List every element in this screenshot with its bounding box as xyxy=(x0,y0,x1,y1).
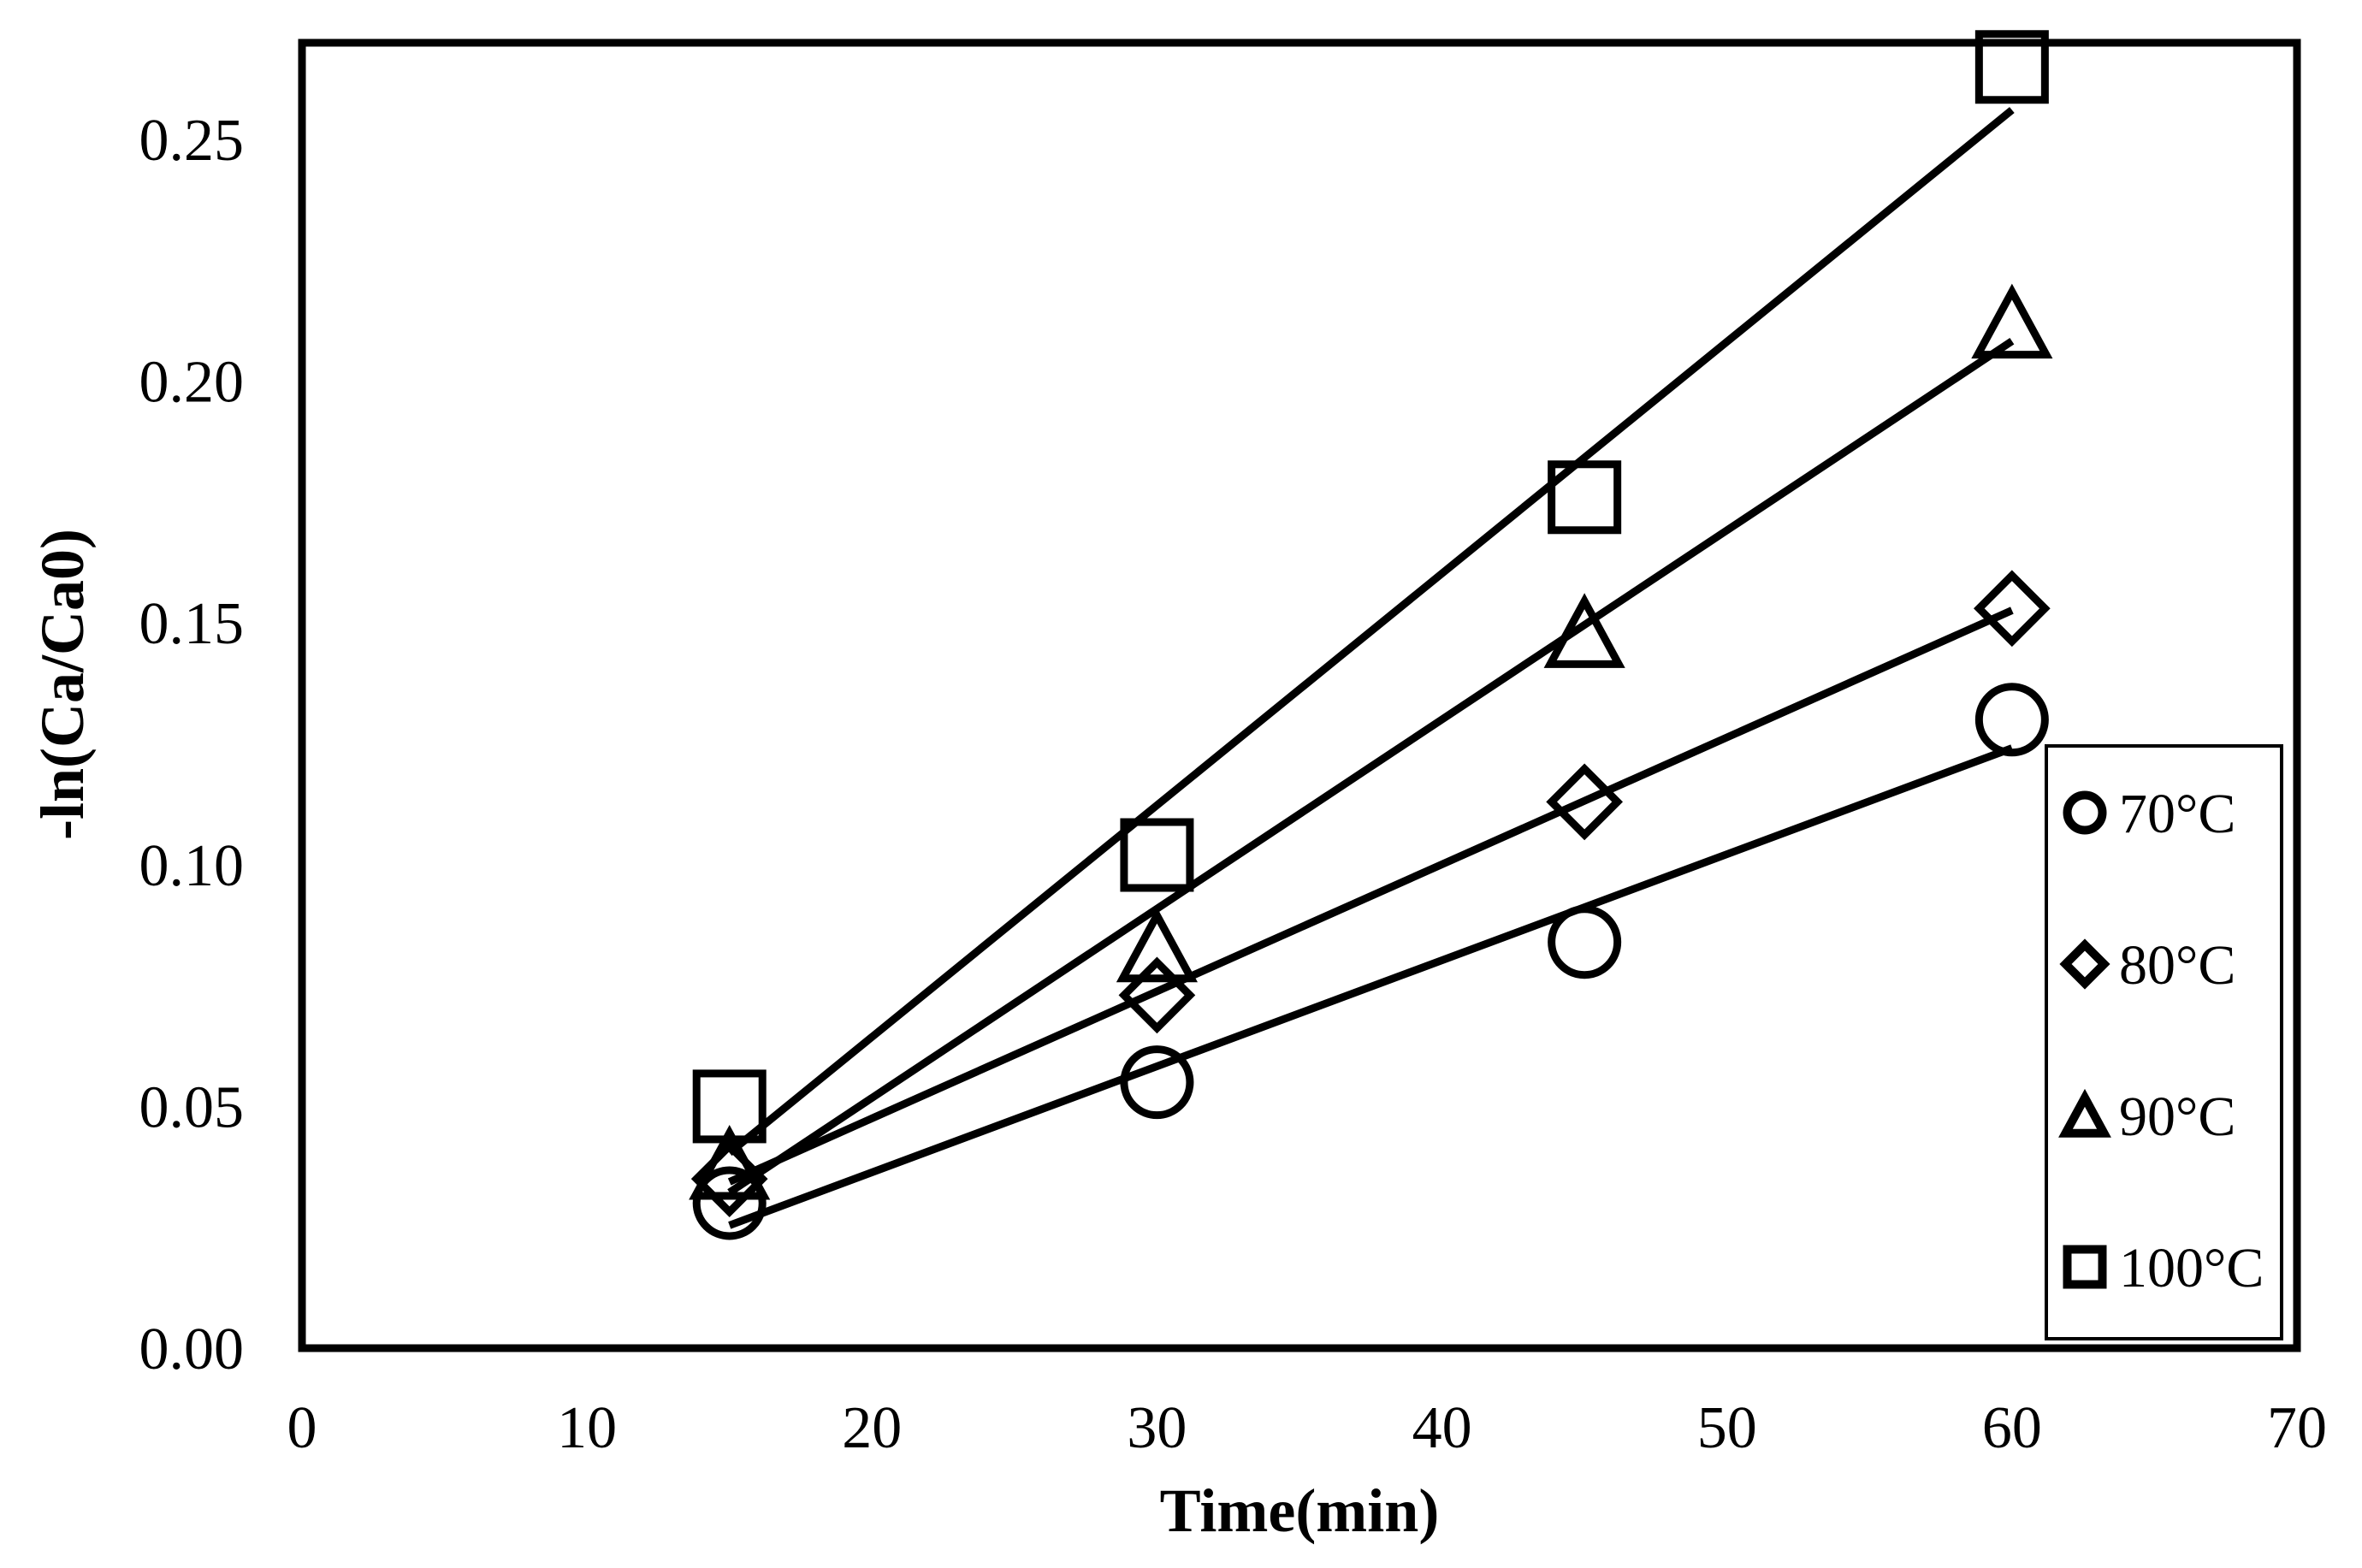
datapoint-square-marker xyxy=(1120,818,1194,892)
legend-entries: 70°C 80°C 90°C 100°C xyxy=(2058,783,2264,1299)
y-axis-title: -ln(Ca/Ca0) xyxy=(28,529,97,840)
datapoint-triangle-marker xyxy=(1116,907,1198,983)
y-tick-label: 0.15 xyxy=(139,591,245,657)
x-tick-label: 10 xyxy=(557,1395,617,1461)
x-tick-label: 20 xyxy=(842,1395,902,1461)
y-tick-label: 0.20 xyxy=(139,350,245,416)
markers-group xyxy=(689,30,2053,1240)
legend-triangle-marker xyxy=(2058,1088,2111,1138)
datapoint-diamond-marker xyxy=(1118,956,1196,1034)
trendline-triangle xyxy=(727,337,2015,1196)
y-axis-tick-labels: 0.00 0.05 0.10 0.15 0.20 0.25 xyxy=(139,108,245,1382)
legend-diamond-marker xyxy=(2059,938,2110,990)
x-tick-label: 50 xyxy=(1697,1395,1757,1461)
legend-label: 90°C xyxy=(2119,1086,2235,1148)
trendline-diamond xyxy=(727,606,2014,1186)
legend-label: 80°C xyxy=(2119,934,2235,997)
trendlines-group xyxy=(726,107,2015,1229)
datapoint-square-marker xyxy=(692,1069,767,1144)
datapoint-circle-marker xyxy=(1120,1045,1194,1120)
datapoint-circle-marker xyxy=(1548,905,1622,979)
legend-square-marker xyxy=(2063,1245,2107,1289)
x-axis-title: Time(min) xyxy=(1160,1476,1440,1545)
legend-label: 70°C xyxy=(2119,783,2235,845)
legend-label: 100°C xyxy=(2119,1237,2264,1299)
x-axis-tick-labels: 0 10 20 30 40 50 60 70 xyxy=(287,1395,2328,1461)
datapoint-square-marker xyxy=(1974,30,2049,104)
x-tick-label: 70 xyxy=(2267,1395,2327,1461)
datapoint-triangle-marker xyxy=(689,1125,771,1200)
y-tick-label: 0.10 xyxy=(139,833,245,899)
y-tick-label: 0.25 xyxy=(139,108,245,174)
datapoint-diamond-marker xyxy=(1973,570,2051,648)
trendline-square xyxy=(726,107,2015,1157)
y-tick-label: 0.05 xyxy=(139,1074,245,1140)
trendline-circle xyxy=(728,744,2014,1229)
x-tick-label: 0 xyxy=(287,1395,317,1461)
x-tick-label: 40 xyxy=(1412,1395,1472,1461)
datapoint-triangle-marker xyxy=(1971,283,2053,359)
datapoint-triangle-marker xyxy=(1543,593,1625,668)
x-tick-label: 60 xyxy=(1982,1395,2042,1461)
legend-circle-marker xyxy=(2063,790,2107,835)
datapoint-circle-marker xyxy=(1974,683,2049,757)
plot-area-border xyxy=(298,38,2301,1352)
y-tick-label: 0.00 xyxy=(139,1317,245,1382)
datapoint-circle-marker xyxy=(692,1166,767,1240)
legend: 70°C 80°C 90°C 100°C xyxy=(2045,744,2283,1340)
legend-box xyxy=(2045,744,2283,1340)
datapoint-diamond-marker xyxy=(1546,763,1624,841)
x-tick-label: 30 xyxy=(1127,1395,1187,1461)
datapoint-square-marker xyxy=(1548,460,1622,535)
